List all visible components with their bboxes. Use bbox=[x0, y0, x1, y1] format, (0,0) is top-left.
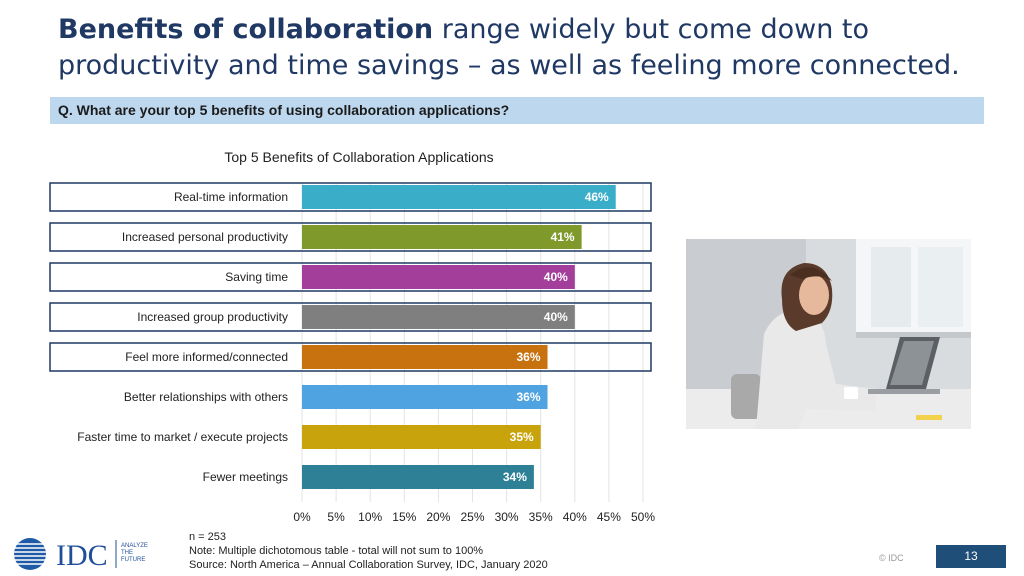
chart-title: Top 5 Benefits of Collaboration Applicat… bbox=[224, 149, 493, 165]
idc-logo: IDC ANALYZE THE FUTURE bbox=[12, 538, 148, 572]
category-label: Feel more informed/connected bbox=[125, 350, 288, 364]
x-tick-label: 10% bbox=[358, 510, 382, 524]
bar bbox=[302, 265, 575, 289]
top5-highlight-box bbox=[49, 182, 652, 212]
globe-icon bbox=[12, 538, 48, 570]
logo-tagline-3: FUTURE bbox=[121, 557, 145, 563]
source-note: Source: North America – Annual Collabora… bbox=[189, 559, 548, 571]
top5-highlight-box bbox=[49, 262, 652, 292]
top5-highlight-box bbox=[49, 342, 652, 372]
x-tick-label: 0% bbox=[293, 510, 311, 524]
data-label: 46% bbox=[585, 190, 609, 204]
bar bbox=[302, 465, 534, 489]
logo-wordmark: IDC bbox=[56, 539, 108, 572]
slide-title: Benefits of collaboration range widely b… bbox=[58, 12, 998, 84]
chart-notes: n = 253 Note: Multiple dichotomous table… bbox=[189, 530, 548, 572]
x-tick-label: 35% bbox=[529, 510, 553, 524]
logo-tagline-2: THE bbox=[121, 550, 133, 556]
logo-tagline-1: ANALYZE bbox=[121, 543, 148, 549]
copyright: © IDC bbox=[879, 553, 904, 563]
top5-highlight-box bbox=[49, 222, 652, 252]
data-label: 41% bbox=[551, 230, 575, 244]
slide-title-rest: range widely but come down to productivi… bbox=[58, 14, 960, 81]
data-label: 36% bbox=[516, 350, 540, 364]
x-tick-label: 50% bbox=[631, 510, 655, 524]
data-label: 34% bbox=[503, 470, 527, 484]
bar bbox=[302, 425, 541, 449]
question-banner: Q. What are your top 5 benefits of using… bbox=[50, 97, 984, 124]
category-label: Fewer meetings bbox=[203, 470, 288, 484]
data-label: 36% bbox=[516, 390, 540, 404]
dichotomous-note: Note: Multiple dichotomous table - total… bbox=[189, 545, 484, 557]
x-tick-label: 15% bbox=[392, 510, 416, 524]
bar bbox=[302, 345, 548, 369]
photo-woman-at-laptop bbox=[686, 239, 971, 429]
slide-title-bold: Benefits of collaboration bbox=[58, 14, 434, 45]
data-label: 40% bbox=[544, 310, 568, 324]
x-tick-label: 20% bbox=[426, 510, 450, 524]
sample-size-note: n = 253 bbox=[189, 531, 227, 543]
data-label: 40% bbox=[544, 270, 568, 284]
bar bbox=[302, 305, 575, 329]
bar bbox=[302, 385, 548, 409]
category-label: Better relationships with others bbox=[124, 390, 288, 404]
category-label: Saving time bbox=[225, 270, 288, 284]
category-label: Increased personal productivity bbox=[122, 230, 288, 244]
question-text: Q. What are your top 5 benefits of using… bbox=[58, 102, 510, 118]
x-tick-label: 25% bbox=[460, 510, 484, 524]
data-label: 35% bbox=[510, 430, 534, 444]
x-tick-label: 45% bbox=[597, 510, 621, 524]
category-label: Real-time information bbox=[174, 190, 288, 204]
bar bbox=[302, 225, 582, 249]
bar bbox=[302, 185, 616, 209]
x-tick-label: 40% bbox=[563, 510, 587, 524]
category-label: Increased group productivity bbox=[137, 310, 288, 324]
top5-highlight-box bbox=[49, 302, 652, 332]
x-tick-label: 5% bbox=[327, 510, 345, 524]
page-number: 13 bbox=[936, 545, 1006, 568]
x-tick-label: 30% bbox=[495, 510, 519, 524]
category-label: Faster time to market / execute projects bbox=[77, 430, 288, 444]
